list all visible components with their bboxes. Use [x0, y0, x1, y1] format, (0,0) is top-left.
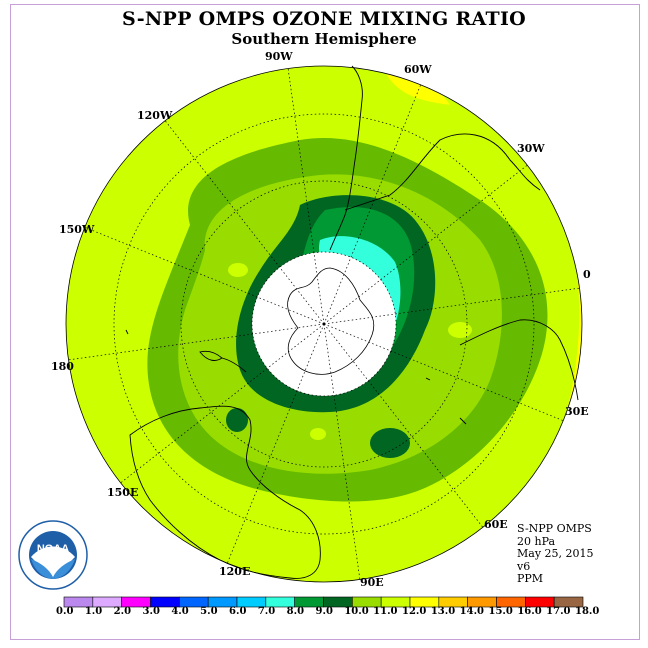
lon-label-120e: 120E	[219, 565, 251, 578]
meridian-line	[333, 395, 361, 580]
meridian-line-inner	[323, 279, 381, 325]
lon-label-60e: 60E	[484, 518, 508, 531]
colorbar-tick-label: 12.0	[402, 606, 427, 617]
info-block: S-NPP OMPS 20 hPa May 25, 2015 v6 PPM	[517, 522, 594, 586]
meridian-line-inner	[252, 323, 325, 335]
info-instrument: S-NPP OMPS	[517, 522, 592, 535]
meridian-line-inner	[323, 323, 335, 396]
longitude-lines	[68, 68, 580, 580]
meridian-line-inner	[279, 267, 325, 325]
meridian-line	[84, 227, 258, 298]
lon-label-0: 0	[583, 268, 591, 281]
meridian-line	[368, 380, 484, 528]
australia-coastline	[129, 405, 321, 579]
meridian-line	[68, 333, 253, 361]
lon-label-180: 180	[51, 360, 74, 373]
noaa-logo-text: NOAA	[37, 543, 69, 555]
antarctica-coastline	[287, 267, 375, 375]
map-boundary	[65, 65, 583, 583]
south-america-coast-east	[344, 133, 541, 211]
colorbar-tick-label: 5.0	[200, 606, 218, 617]
colorbar-tick-label: 4.0	[171, 606, 189, 617]
field-dark-blob-2	[226, 408, 248, 432]
colorbar-tick-label: 10.0	[344, 606, 369, 617]
colorbar-swatch	[553, 596, 584, 608]
field-dark-blob-1	[370, 428, 410, 458]
colorbar-tick-label: 14.0	[459, 606, 485, 617]
noaa-logo: NOAA	[18, 520, 88, 590]
meridian-line	[287, 68, 315, 253]
colorbar-tick-label: 3.0	[142, 606, 160, 617]
lon-label-120w: 120W	[137, 109, 173, 122]
figure-frame	[10, 4, 640, 640]
lon-label-90w: 90W	[265, 50, 293, 63]
info-units: PPM	[517, 572, 544, 585]
page-subtitle: Southern Hemisphere	[231, 30, 417, 48]
meridian-line	[164, 120, 280, 268]
new-zealand-coastline	[199, 350, 247, 373]
info-date: May 25, 2015	[517, 547, 594, 560]
info-version: v6	[517, 559, 531, 573]
ozone-field	[66, 66, 582, 582]
colorbar-tick-label: 18.0	[575, 606, 600, 617]
meridian-line	[380, 164, 528, 280]
island-marks	[125, 329, 467, 425]
meridian-line-inner	[323, 257, 352, 325]
field-lime-patch-3	[310, 428, 326, 440]
lon-label-60w: 60W	[404, 63, 432, 76]
colorbar-labels: 0.0 1.0 2.0 3.0 4.0 5.0 6.0 7.0 8.0 9.0 10.0 11.0 12…	[0, 606, 648, 622]
field-lime-patch-2	[448, 322, 472, 338]
lon-label-150w: 150W	[59, 223, 95, 236]
meridian-line-inner	[323, 313, 396, 325]
south-pole-marker	[322, 322, 326, 326]
page-title: S-NPP OMPS OZONE MIXING RATIO	[121, 8, 527, 30]
colorbar-tick-label: 9.0	[315, 606, 333, 617]
colorbar-tick-label: 6.0	[229, 606, 247, 617]
meridian-line-inner	[267, 323, 325, 369]
colorbar-tick-label: 2.0	[113, 606, 132, 617]
lon-label-30e: 30E	[565, 405, 589, 418]
latitude-circles	[113, 113, 535, 535]
meridian-line	[395, 287, 580, 315]
meridian-line	[390, 350, 564, 421]
lon-label-150e: 150E	[107, 486, 139, 499]
lon-label-90e: 90E	[360, 576, 384, 589]
colorbar-tick-label: 0.0	[56, 606, 74, 617]
colorbar-tick-label: 8.0	[286, 606, 305, 617]
colorbar-tick-label: 17.0	[546, 606, 571, 617]
field-lime-patch-1	[228, 263, 248, 277]
colorbar	[63, 596, 584, 608]
info-level: 20 hPa	[517, 534, 556, 548]
meridian-line	[350, 84, 421, 258]
africa-coastline	[459, 319, 579, 401]
south-america-coastline	[329, 65, 363, 251]
meridian-line	[227, 390, 298, 564]
colorbar-tick-label: 13.0	[430, 606, 456, 617]
meridian-line-inner	[323, 323, 369, 381]
colorbar-tick-label: 7.0	[257, 606, 276, 617]
meridian-line-inner	[313, 252, 325, 325]
meridian-line-inner	[296, 323, 325, 391]
colorbar-tick-label: 1.0	[84, 606, 103, 617]
meridian-line-inner	[257, 296, 325, 325]
lon-label-30w: 30W	[517, 142, 545, 155]
colorbar-tick-label: 15.0	[488, 606, 513, 617]
meridian-line-inner	[323, 323, 391, 352]
colorbar-tick-label: 11.0	[373, 606, 398, 617]
colorbar-tick-label: 16.0	[517, 606, 542, 617]
meridian-line	[120, 368, 268, 484]
